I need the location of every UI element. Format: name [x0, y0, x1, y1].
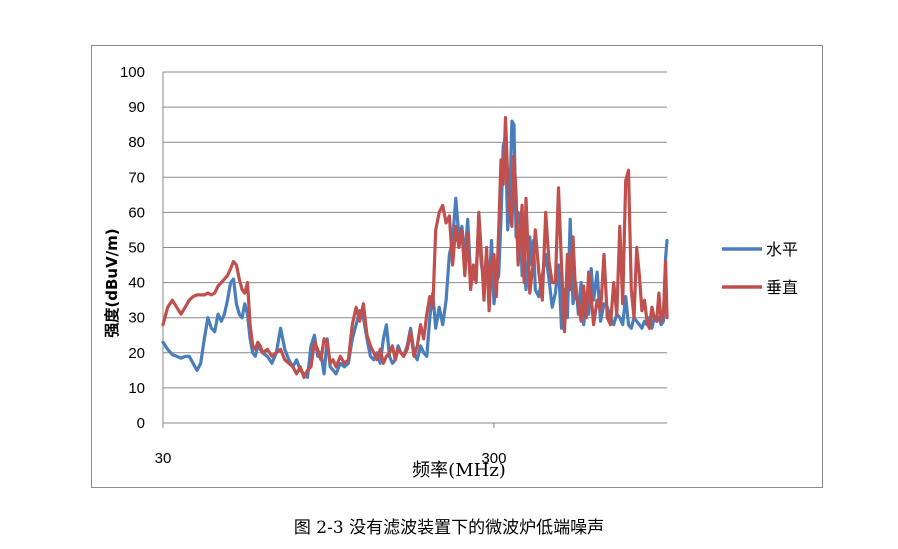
y-tick-label-0: 0: [137, 415, 145, 432]
chart-frame: 0 10 20 30 40 50 60 70 80 90 100 30 300 强度(dBuV/m) …: [91, 45, 823, 488]
gridlines: [162, 71, 667, 428]
y-tick-label-20: 20: [128, 345, 145, 362]
y-tick-labels: 0 10 20 30 40 50 60 70 80 90 100: [120, 64, 145, 432]
y-tick-label-10: 10: [128, 380, 145, 397]
y-tick-label-60: 60: [128, 204, 145, 221]
y-tick-label-80: 80: [128, 134, 145, 151]
y-tick-label-30: 30: [128, 310, 145, 327]
series-line-1: [161, 119, 669, 379]
x-tick-labels: 30 300: [155, 450, 507, 467]
x-tick-label-30: 30: [155, 450, 172, 467]
x-tick-label-300: 300: [481, 450, 506, 467]
legend-label-2: 垂直: [766, 278, 798, 297]
legend-label-1: 水平: [766, 240, 798, 259]
y-tick-label-90: 90: [128, 99, 145, 116]
x-axis-label: 频率(MHz): [412, 460, 506, 481]
series-lines: [161, 116, 669, 379]
y-tick-label-100: 100: [120, 64, 145, 81]
y-tick-label-40: 40: [128, 275, 145, 292]
y-tick-label-50: 50: [128, 240, 145, 257]
series-line-2: [161, 116, 669, 379]
y-tick-label-70: 70: [128, 169, 145, 186]
y-axis-label: 强度(dBuV/m): [103, 228, 121, 337]
figure-caption: 图 2-3 没有滤波装置下的微波炉低端噪声: [293, 518, 605, 538]
